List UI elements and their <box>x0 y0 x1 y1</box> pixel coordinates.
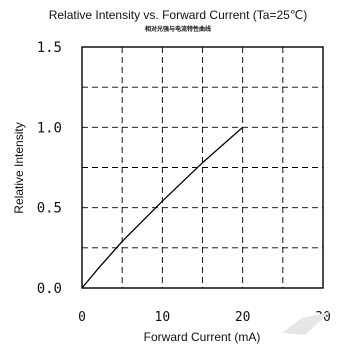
x-tick-label: 0 <box>78 310 86 325</box>
x-tick-label: 20 <box>235 310 251 325</box>
grid <box>82 47 323 288</box>
y-tick-label: 1.0 <box>37 120 62 136</box>
y-tick-label: 0.0 <box>37 281 62 297</box>
y-axis-label: Relative Intensity <box>12 122 26 213</box>
x-axis-label: Forward Current (mA) <box>144 330 261 344</box>
x-tick-labels: 0102030 <box>78 310 331 325</box>
plot-frame <box>81 46 324 289</box>
series-line <box>81 126 244 289</box>
y-tick-label: 0.5 <box>37 201 62 217</box>
x-tick-label: 10 <box>155 310 171 325</box>
watermark-mark <box>282 312 330 335</box>
chart-subtitle: 相对光强与电流特性曲线 <box>145 25 211 33</box>
y-tick-label: 1.5 <box>37 40 62 56</box>
chart-title: Relative Intensity vs. Forward Current (… <box>49 8 308 22</box>
y-tick-labels: 0.0 0.5 1.0 1.5 <box>37 40 62 297</box>
